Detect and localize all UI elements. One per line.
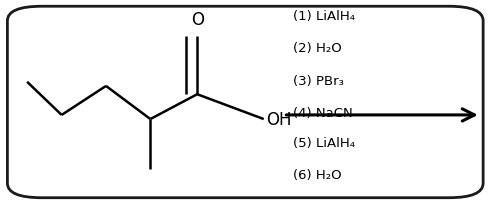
- Text: OH: OH: [266, 111, 292, 128]
- Text: (5) LiAlH₄: (5) LiAlH₄: [293, 136, 355, 149]
- Text: (3) PBr₃: (3) PBr₃: [293, 74, 344, 87]
- FancyBboxPatch shape: [7, 7, 483, 198]
- Text: (2) H₂O: (2) H₂O: [293, 42, 342, 55]
- Text: (1) LiAlH₄: (1) LiAlH₄: [293, 10, 355, 23]
- Text: (4) NaCN: (4) NaCN: [293, 106, 353, 119]
- Text: O: O: [191, 11, 204, 29]
- Text: (6) H₂O: (6) H₂O: [293, 168, 342, 181]
